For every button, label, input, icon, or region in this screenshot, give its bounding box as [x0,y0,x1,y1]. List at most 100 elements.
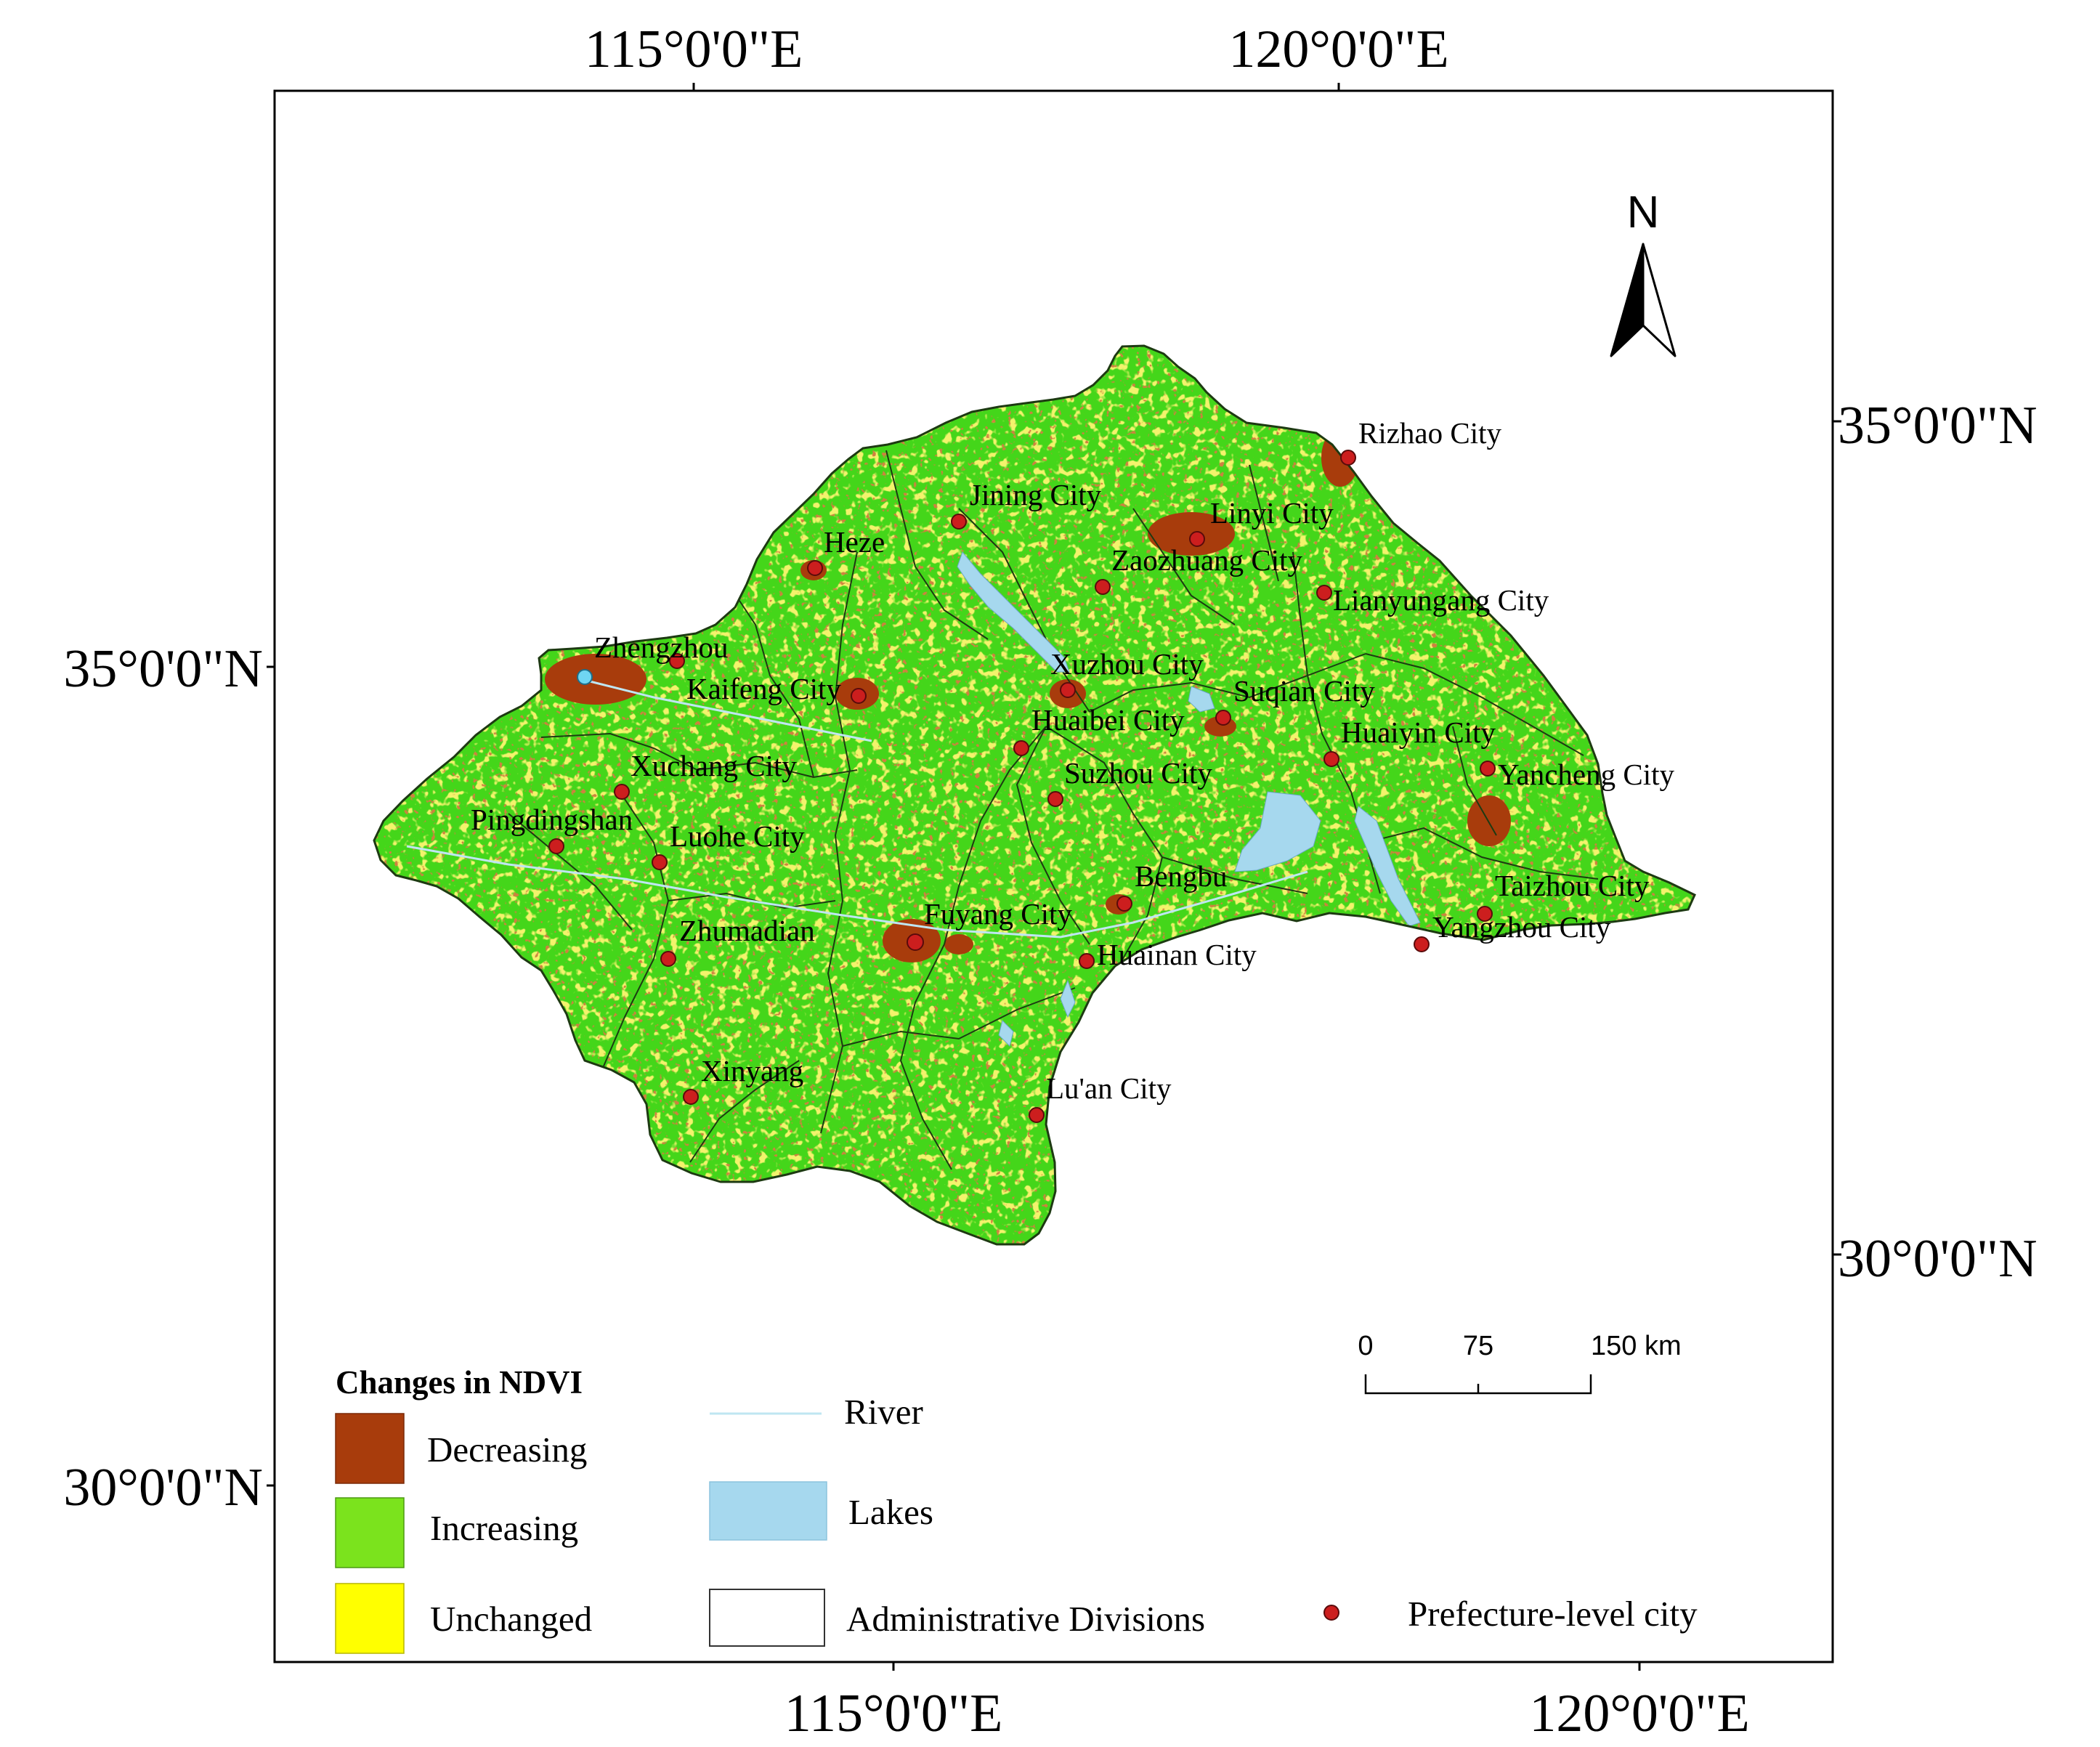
legend-label-city: Prefecture-level city [1408,1594,1698,1634]
city-huainan[interactable]: Huainan City [1079,938,1257,971]
city-marker [907,933,924,951]
legend-label-lakes: Lakes [848,1492,933,1532]
city-label-huaibei: Huaibei City [1031,703,1185,737]
city-pingdingshan[interactable]: Pingdingshan [471,803,633,854]
city-zhumadian[interactable]: Zhumadian [660,914,815,967]
city-label-huainan: Huainan City [1097,938,1257,971]
city-xuchang[interactable]: Xuchang City [614,749,797,800]
city-label-xinyang: Xinyang [701,1054,803,1087]
wabu-lake [998,1020,1014,1047]
city-marker [1013,740,1029,756]
city-marker [1316,585,1332,601]
scale-bar: 0 75 150 km [1358,1331,1682,1395]
city-heze[interactable]: Heze [807,525,885,576]
city-luohe[interactable]: Luohe City [652,819,805,870]
legend: Changes in NDVI Decreasing Increasing Un… [335,1364,1698,1654]
city-linyi[interactable]: Linyi City [1189,496,1334,547]
city-marker [669,653,685,669]
city-lianyungang[interactable]: Lianyungang City [1316,583,1549,617]
city-label-zhumadian: Zhumadian [679,914,815,947]
city-suzhou[interactable]: Suzhou City [1047,756,1212,807]
legend-title: Changes in NDVI [336,1364,583,1401]
city-yangzhou[interactable]: Yangzhou City [1414,910,1611,952]
city-xinyang[interactable]: Xinyang [683,1054,803,1105]
city-luan[interactable]: Lu'an City [1029,1071,1172,1123]
scale-tick-150: 150 km [1591,1331,1682,1361]
left-upper-lat-label: 35°0'0"N [63,639,263,699]
north-arrow: N [1610,187,1677,357]
city-jining[interactable]: Jining City [951,478,1102,530]
city-label-linyi: Linyi City [1210,496,1334,530]
city-kaifeng[interactable]: Kaifeng City [686,672,867,705]
bottom-right-lon-label: 120°0'0"E [1529,1684,1749,1743]
city-bengbu[interactable]: Bengbu [1116,859,1228,912]
city-label-huaiyin: Huaiyin City [1341,716,1496,749]
city-marker [1323,751,1339,767]
legend-label-river: River [844,1392,923,1432]
city-marker [1079,953,1095,969]
city-label-fuyang: Fuyang City [924,897,1072,931]
north-label: N [1627,187,1660,238]
top-right-lon-label: 120°0'0"E [1228,20,1448,79]
city-fuyang[interactable]: Fuyang City [907,897,1072,951]
scale-tick-0: 0 [1358,1331,1373,1361]
admin-boundaries [508,450,1599,1170]
legend-swatch-increasing [335,1497,405,1568]
city-label-luan: Lu'an City [1046,1071,1172,1105]
city-marker-highlight [577,669,593,685]
city-label-yancheng: Yancheng City [1498,758,1674,791]
legend-swatch-decreasing [335,1413,405,1484]
city-marker [951,514,967,530]
city-label-yangzhou: Yangzhou City [1432,910,1611,944]
north-arrow-right-half [1642,243,1677,357]
city-label-zhengzhou: Zhengzhou [594,631,728,664]
city-marker [1414,936,1430,952]
weishan-lake [957,551,1070,673]
rivers-layer [406,678,1308,939]
city-marker [807,560,823,576]
city-label-lianyungang: Lianyungang City [1333,583,1549,617]
city-marker [614,784,630,800]
city-marker [1189,531,1205,547]
city-suqian[interactable]: Suqian City [1215,674,1375,726]
city-marker [660,951,676,967]
top-left-lon-label: 115°0'0"E [585,20,803,79]
city-taizhou[interactable]: Taizhou City [1477,869,1650,922]
city-label-suqian: Suqian City [1233,674,1375,708]
city-label-suzhou: Suzhou City [1064,756,1212,790]
city-label-bengbu: Bengbu [1135,859,1228,893]
city-huaibei[interactable]: Huaibei City [1013,703,1185,756]
city-label-xuchang: Xuchang City [631,749,797,782]
legend-swatch-admin [709,1589,825,1647]
city-xuzhou[interactable]: Xuzhou City [1050,647,1204,698]
city-marker [1477,906,1493,922]
city-label-jining: Jining City [970,478,1102,511]
legend-label-admin: Administrative Divisions [846,1599,1205,1639]
city-marker [1340,450,1356,466]
city-zaozhuang[interactable]: Zaozhuang City [1095,543,1303,595]
city-label-heze: Heze [824,525,885,559]
lakes-layer [957,551,1421,1047]
hongze-lake [1234,791,1321,872]
city-label-pingdingshan: Pingdingshan [471,803,633,836]
city-marker [652,854,668,870]
city-rizhao[interactable]: Rizhao City [1340,416,1502,466]
city-label-taizhou: Taizhou City [1495,869,1650,902]
city-huaiyin[interactable]: Huaiyin City [1323,716,1496,767]
city-marker [851,688,867,704]
city-marker [1095,579,1111,595]
city-yancheng[interactable]: Yancheng City [1480,758,1674,791]
legend-label-increasing: Increasing [430,1508,578,1548]
city-label-xuzhou: Xuzhou City [1050,647,1204,681]
city-label-kaifeng: Kaifeng City [686,672,841,705]
legend-label-unchanged: Unchanged [430,1599,592,1639]
city-zhengzhou[interactable]: Zhengzhou [577,631,728,685]
luoma-lake [1188,686,1215,713]
legend-swatch-city [1323,1605,1339,1621]
city-markers: Rizhao City Jining City Linyi City Heze … [471,416,1674,1123]
right-lower-lat-label: 30°0'0"N [1838,1229,2038,1289]
scale-tick-75: 75 [1463,1331,1493,1361]
legend-label-decreasing: Decreasing [427,1430,587,1470]
bottom-left-lon-label: 115°0'0"E [785,1684,1003,1743]
